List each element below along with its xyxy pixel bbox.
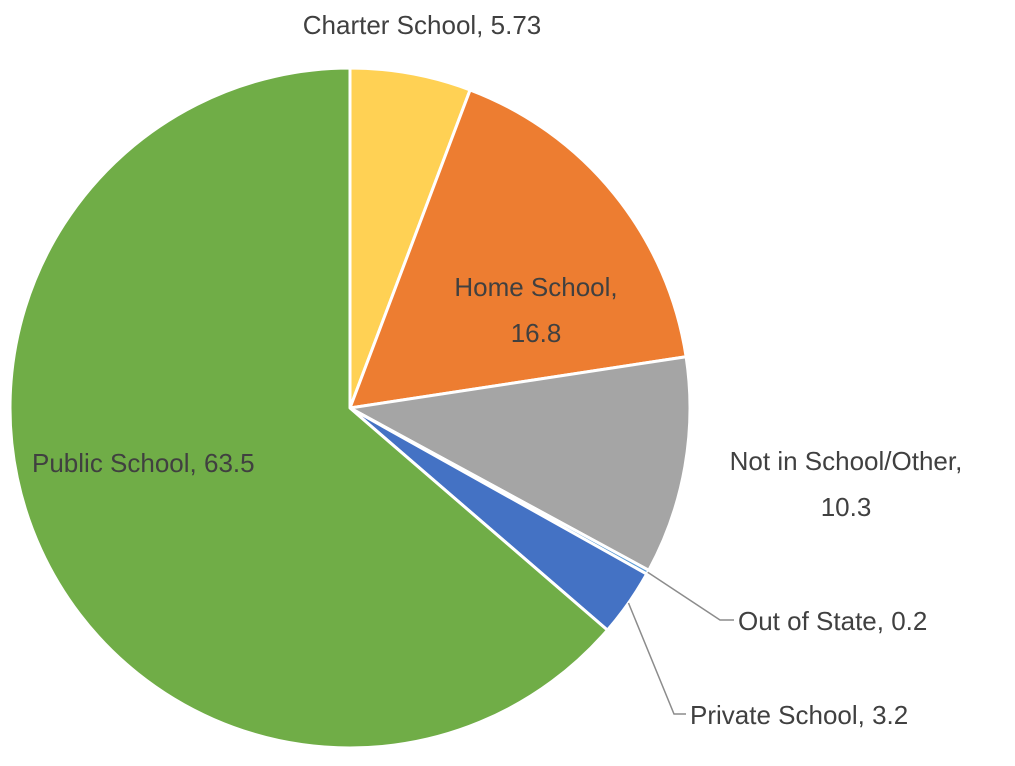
label-private-school: Private School, 3.2: [690, 700, 908, 730]
label-out-of-state: Out of State, 0.2: [738, 606, 927, 636]
leader-line-out-of-state: [647, 571, 734, 621]
pie-slice-not-in-school-other: [348, 355, 692, 572]
label-not-in-school-line2: 10.3: [821, 492, 872, 522]
pie-slice-home-school: [348, 88, 688, 410]
label-home-school-line1: Home School,: [454, 272, 617, 302]
pie-slice-public-school: [8, 66, 609, 750]
leader-line-private-school: [627, 602, 686, 715]
pie-slices: [8, 66, 692, 750]
label-not-in-school-line1: Not in School/Other,: [730, 446, 963, 476]
label-charter-school: Charter School, 5.73: [303, 10, 541, 40]
leader-lines: [627, 571, 734, 715]
label-home-school-line2: 16.8: [511, 318, 562, 348]
label-public-school: Public School, 63.5: [32, 448, 255, 478]
